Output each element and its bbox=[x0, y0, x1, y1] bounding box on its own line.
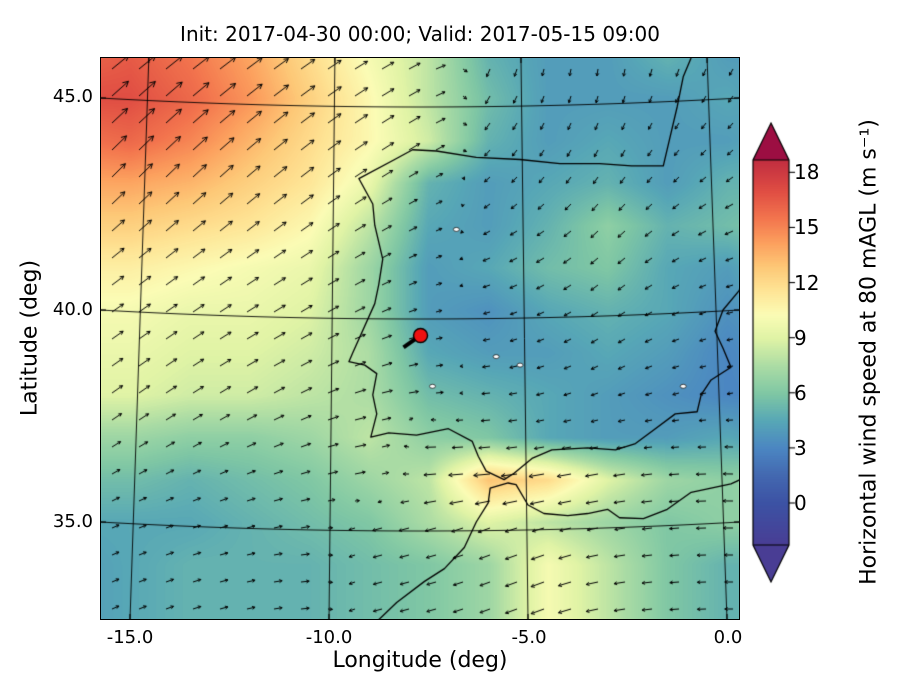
colorbar-tick-label: 6 bbox=[794, 381, 807, 405]
colorbar-label: Horizontal wind speed at 80 mAGL (m s⁻¹) bbox=[856, 119, 882, 585]
x-tick-label: 0.0 bbox=[713, 627, 743, 648]
x-tick-label: -10.0 bbox=[305, 627, 353, 648]
y-tick-label: 35.0 bbox=[52, 511, 93, 532]
y-tick-label: 40.0 bbox=[52, 299, 93, 320]
x-tick-label: -15.0 bbox=[106, 627, 154, 648]
colorbar-tick-label: 12 bbox=[794, 271, 820, 295]
plot-title: Init: 2017-04-30 00:00; Valid: 2017-05-1… bbox=[180, 22, 660, 46]
y-axis-label: Latitude (deg) bbox=[17, 259, 43, 417]
colorbar-tick-label: 3 bbox=[794, 436, 807, 460]
colorbar-tick-label: 15 bbox=[794, 215, 820, 239]
x-axis-label: Longitude (deg) bbox=[332, 648, 508, 673]
y-tick-label: 45.0 bbox=[52, 86, 93, 107]
colorbar-tick-label: 18 bbox=[794, 160, 820, 184]
colorbar-tick-label: 9 bbox=[794, 326, 807, 350]
x-tick-label: -5.0 bbox=[511, 627, 547, 648]
colorbar-tick-label: 0 bbox=[794, 491, 807, 515]
colorbar bbox=[751, 120, 797, 590]
map-canvas bbox=[100, 57, 740, 620]
